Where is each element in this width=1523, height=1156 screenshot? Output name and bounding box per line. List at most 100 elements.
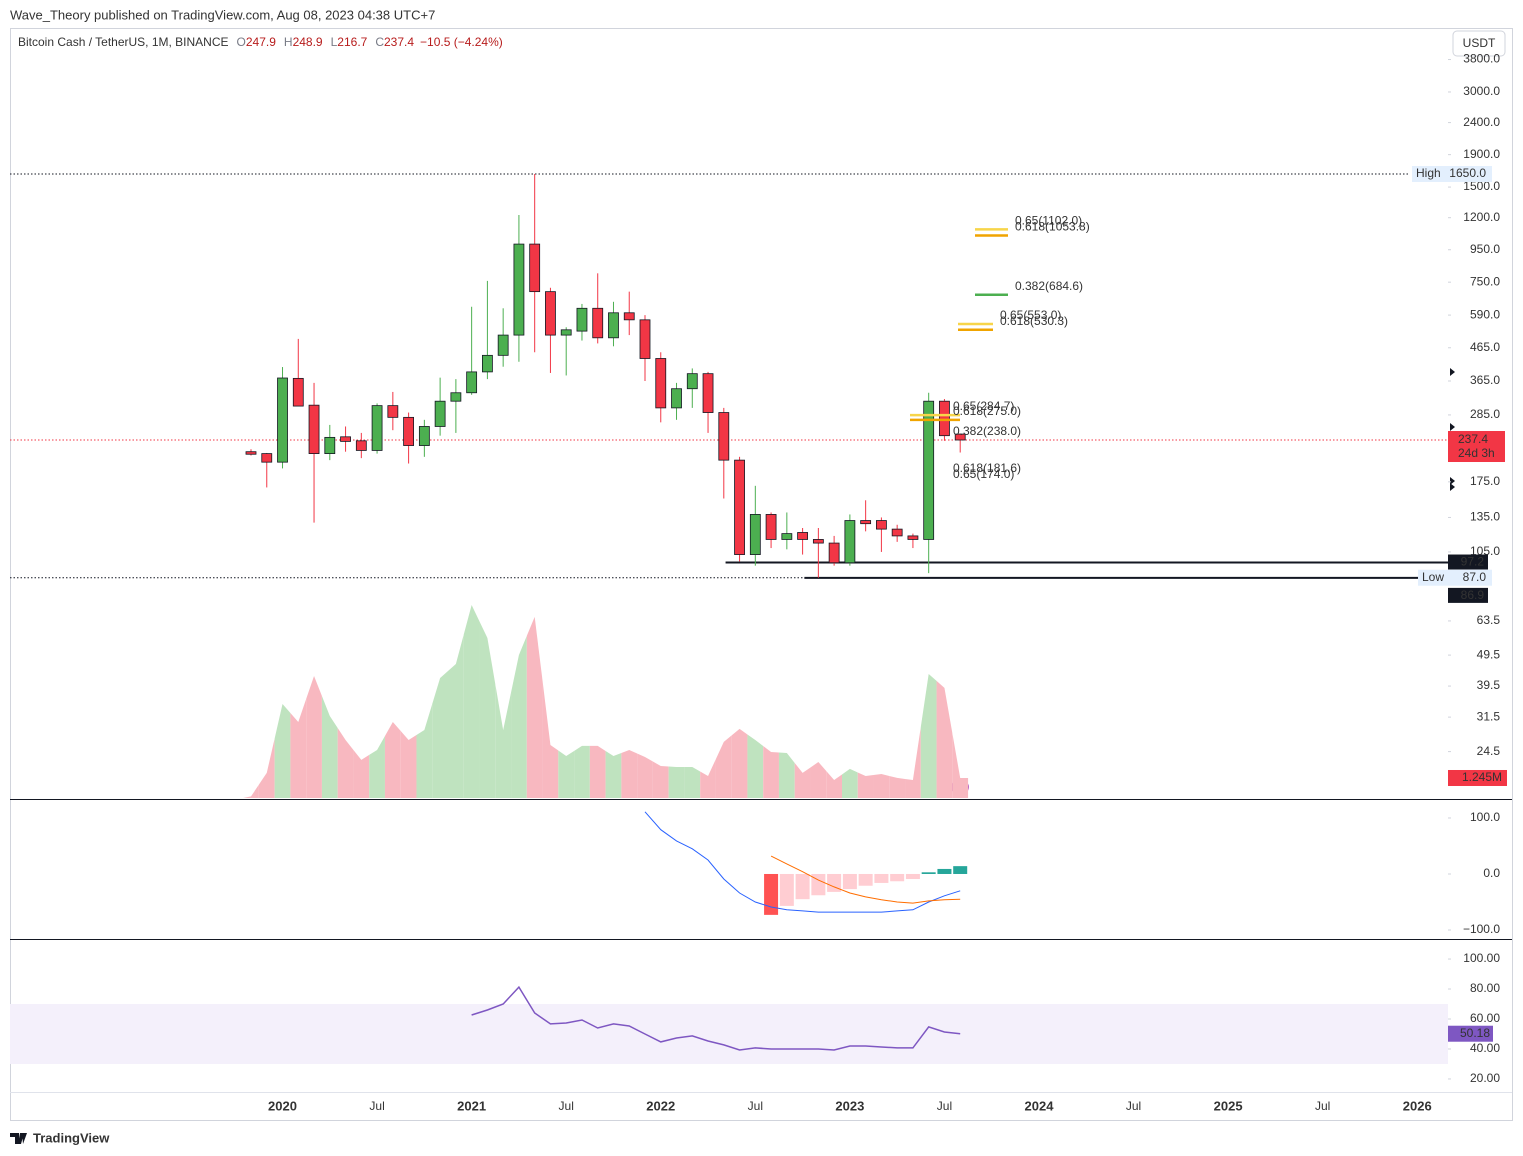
signal-line — [770, 855, 961, 904]
fib-label: 0.65(284.7) — [953, 399, 1014, 413]
level-badge-label: 86.9 — [1461, 588, 1485, 602]
volume-area — [936, 680, 953, 798]
candle-body — [560, 329, 572, 336]
fib-label: 0.65(1102.0) — [1015, 214, 1082, 228]
candle-body — [608, 312, 619, 339]
volume-area — [258, 738, 275, 798]
candle-body — [576, 307, 588, 332]
candle-body — [655, 358, 667, 409]
price-badge — [1448, 431, 1505, 463]
volume-area — [369, 735, 385, 798]
rsi-band — [10, 1004, 1448, 1064]
time-label: Jul — [369, 1099, 384, 1113]
time-label: 2024 — [1025, 1098, 1055, 1113]
macd-histogram-bar — [811, 873, 826, 896]
volume-area — [384, 721, 401, 798]
macd-tick-label: 0.0 — [1483, 866, 1500, 880]
fib-label: 0.618(181.6) — [953, 461, 1021, 475]
fib-label: 0.382(684.6) — [1015, 279, 1083, 293]
low-value: 87.0 — [1463, 570, 1487, 584]
candle-body — [403, 416, 415, 446]
time-label: Jul — [1126, 1099, 1141, 1113]
level-badge — [1448, 587, 1488, 603]
candle-body — [261, 453, 273, 463]
macd-histogram-bar — [905, 873, 920, 880]
candle-body — [434, 400, 446, 427]
macd-histogram-bar — [858, 873, 873, 886]
volume-area — [574, 745, 590, 798]
candle-body — [545, 291, 556, 336]
candle-body — [513, 243, 525, 336]
macd-histogram-bar — [937, 868, 952, 874]
price-tick-label: 3000.0 — [1463, 84, 1500, 98]
price-tick-label: 285.0 — [1470, 407, 1500, 421]
fib-label: 0.618(530.3) — [1000, 314, 1068, 328]
macd-histogram-bar — [921, 872, 936, 874]
volume-area — [842, 768, 858, 798]
symbol-name: Bitcoin Cash / TetherUS, 1M, BINANCE — [18, 35, 229, 49]
scale-arrows — [1450, 368, 1455, 491]
candle-body — [355, 440, 367, 451]
volume-area — [952, 732, 969, 798]
time-label: 2022 — [646, 1098, 675, 1113]
time-label: 2021 — [457, 1098, 486, 1113]
volume-area — [857, 772, 874, 798]
price-tick-label: 63.5 — [1477, 613, 1501, 627]
volume-badge — [1448, 769, 1507, 786]
macd-histogram-bar — [890, 873, 905, 882]
price-badge-value: 237.4 — [1458, 432, 1488, 446]
currency-label: USDT — [1463, 36, 1496, 50]
rsi-tick-label: 80.00 — [1470, 981, 1500, 995]
level-badge-label: 97.2 — [1461, 555, 1485, 569]
volume-area — [400, 730, 417, 798]
legend: Bitcoin Cash / TetherUS, 1M, BINANCE O247… — [18, 35, 503, 49]
currency-button[interactable] — [1452, 30, 1506, 57]
price-tick-label: 1500.0 — [1463, 179, 1500, 193]
volume-area — [652, 761, 669, 798]
candle-body — [592, 307, 604, 339]
candle-body — [292, 377, 304, 407]
volume-area — [605, 750, 622, 798]
price-tick-label: 49.5 — [1477, 647, 1501, 661]
volume-area — [432, 670, 448, 798]
high-label: High — [1416, 166, 1441, 180]
time-label: Jul — [937, 1099, 952, 1113]
price-tick-label: 39.5 — [1477, 678, 1501, 692]
publish-info: Wave_Theory published on TradingView.com… — [10, 7, 435, 22]
candle-body — [277, 377, 288, 463]
macd-histogram-bar — [795, 873, 810, 900]
volume-area — [416, 703, 433, 798]
candle-body — [340, 436, 351, 442]
legend-key: C — [375, 35, 384, 49]
candle-body — [481, 354, 493, 373]
volume-area — [920, 673, 937, 798]
candle-body — [797, 532, 808, 540]
level-badge — [1448, 554, 1488, 570]
volume-area — [274, 703, 291, 798]
rsi-tick-label: 60.00 — [1470, 1011, 1500, 1025]
volume-area — [463, 605, 480, 798]
volume-area — [511, 635, 527, 798]
candle-body — [734, 459, 745, 555]
candle-body — [718, 412, 730, 461]
price-tick-label: 135.0 — [1470, 510, 1500, 524]
price-tick-label: 175.0 — [1470, 474, 1500, 488]
candle-body — [907, 535, 919, 540]
legend-key: L — [331, 35, 338, 49]
candle-body — [418, 426, 430, 446]
price-tick-label: 590.0 — [1470, 307, 1500, 321]
candle-body — [702, 373, 714, 413]
macd-line — [644, 811, 961, 913]
volume-area — [684, 766, 701, 798]
volume-area — [747, 734, 764, 798]
volume-area — [589, 745, 606, 798]
candle-body — [781, 533, 793, 540]
volume-area — [778, 752, 795, 798]
price-tick-label: 24.5 — [1477, 744, 1501, 758]
macd-histogram-bar — [764, 873, 779, 915]
candle-body — [623, 312, 635, 321]
candle-body — [671, 388, 682, 409]
legend-key: O — [237, 35, 246, 49]
